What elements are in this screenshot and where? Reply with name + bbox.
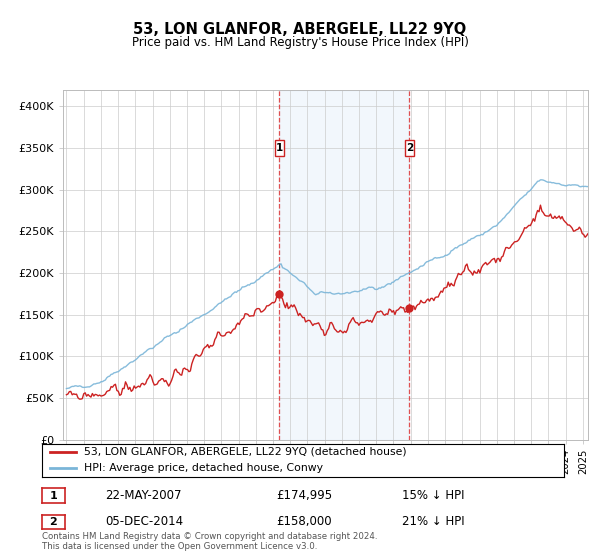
- Text: HPI: Average price, detached house, Conwy: HPI: Average price, detached house, Conw…: [84, 463, 323, 473]
- Text: 22-MAY-2007: 22-MAY-2007: [105, 489, 182, 502]
- Text: 2: 2: [50, 517, 57, 527]
- Text: Contains HM Land Registry data © Crown copyright and database right 2024.
This d: Contains HM Land Registry data © Crown c…: [42, 532, 377, 552]
- Text: Price paid vs. HM Land Registry's House Price Index (HPI): Price paid vs. HM Land Registry's House …: [131, 36, 469, 49]
- Text: 53, LON GLANFOR, ABERGELE, LL22 9YQ: 53, LON GLANFOR, ABERGELE, LL22 9YQ: [133, 22, 467, 38]
- Text: £158,000: £158,000: [276, 515, 332, 529]
- Text: £174,995: £174,995: [276, 489, 332, 502]
- Text: 1: 1: [50, 491, 57, 501]
- Text: 2: 2: [406, 143, 413, 153]
- Text: 21% ↓ HPI: 21% ↓ HPI: [402, 515, 464, 529]
- Bar: [404, 139, 414, 156]
- Text: 1: 1: [276, 143, 283, 153]
- Text: 05-DEC-2014: 05-DEC-2014: [105, 515, 183, 529]
- Text: 15% ↓ HPI: 15% ↓ HPI: [402, 489, 464, 502]
- Bar: [280, 90, 409, 440]
- Text: 53, LON GLANFOR, ABERGELE, LL22 9YQ (detached house): 53, LON GLANFOR, ABERGELE, LL22 9YQ (det…: [84, 447, 406, 457]
- Bar: [275, 139, 284, 156]
